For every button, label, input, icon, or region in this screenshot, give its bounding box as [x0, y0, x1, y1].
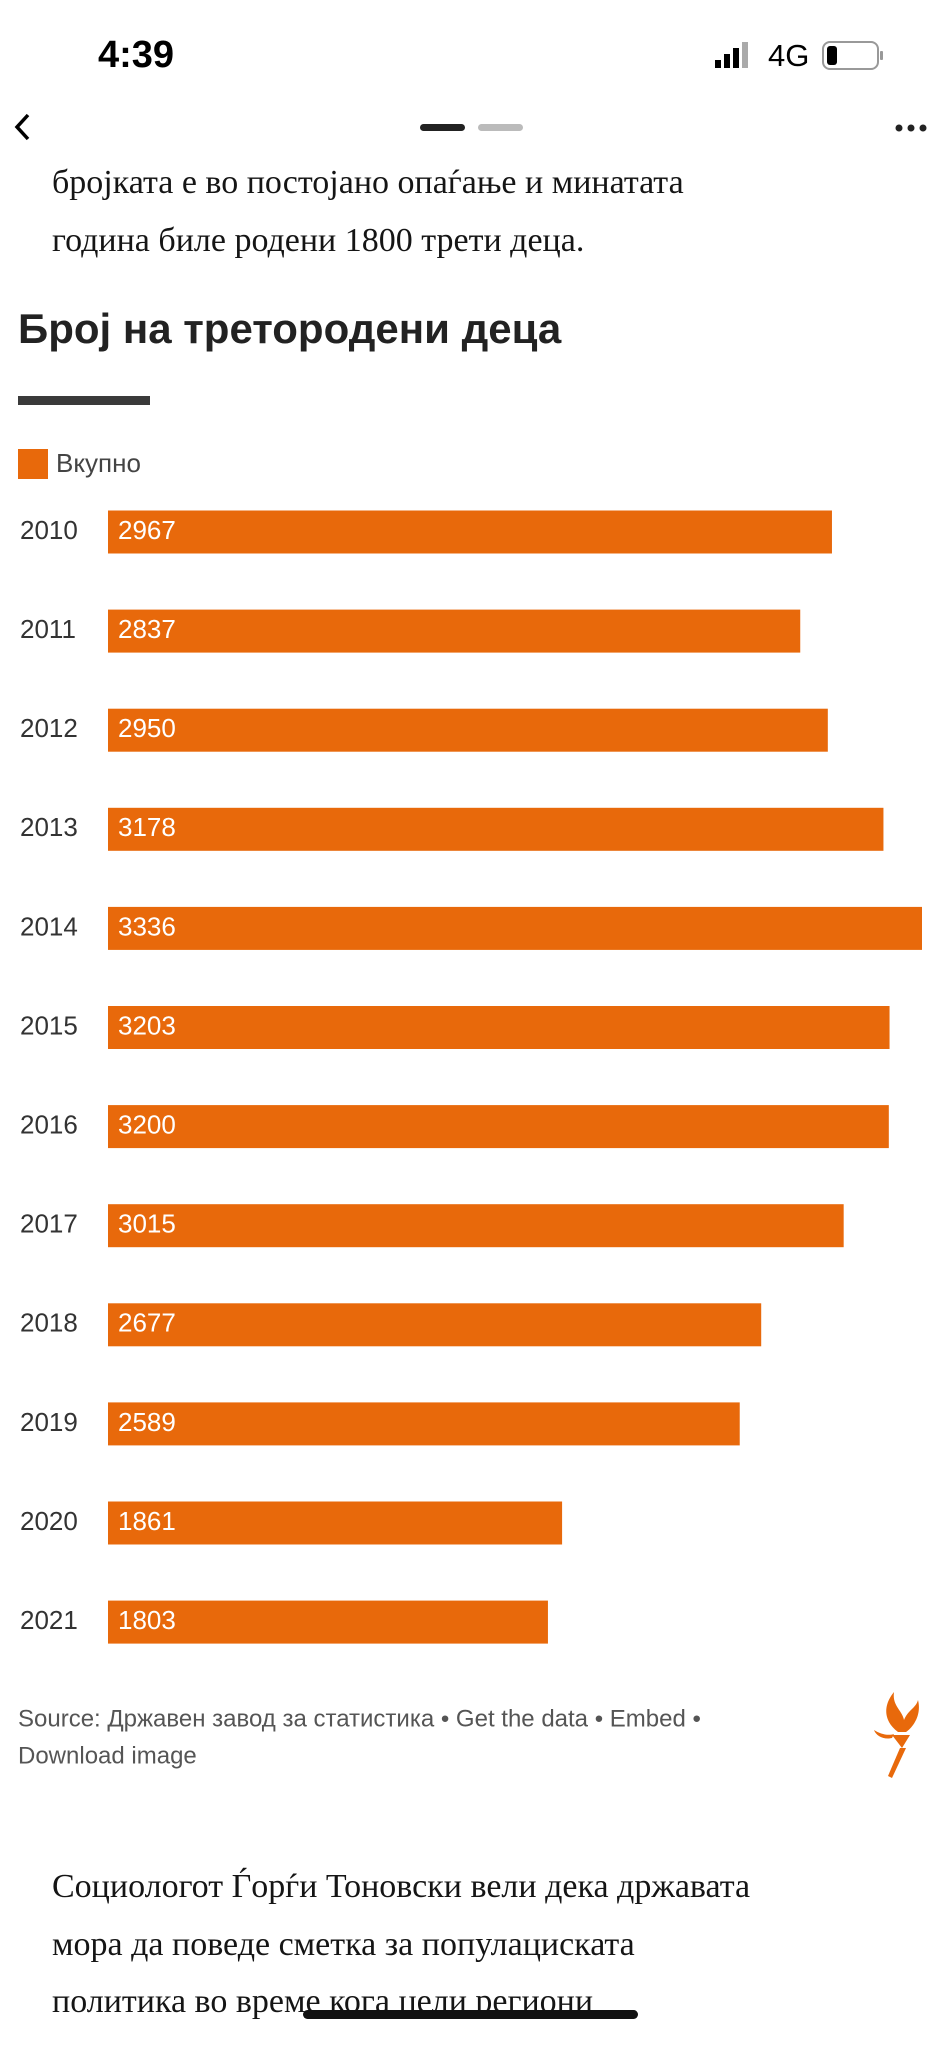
battery-cap	[880, 51, 883, 60]
bar	[108, 1105, 889, 1149]
signal-bar	[742, 42, 748, 68]
source-line: Download image	[18, 1742, 197, 1769]
legend-label: Вкупно	[56, 448, 141, 478]
bar	[108, 1006, 890, 1049]
home-indicator	[303, 2010, 638, 2019]
value-label: 3015	[118, 1209, 176, 1239]
y-tick-label: 2012	[20, 713, 78, 743]
value-label: 2967	[118, 515, 176, 545]
source-line: Source: Државен завод за статистика • Ge…	[18, 1705, 701, 1732]
paragraph-line: бројката е во постојано опаѓање и мината…	[52, 164, 684, 201]
paragraph-line: година биле родени 1800 трети деца.	[52, 222, 585, 259]
y-tick-label: 2020	[20, 1506, 78, 1536]
y-tick-label: 2017	[20, 1209, 78, 1239]
value-label: 1803	[118, 1605, 176, 1635]
value-label: 3200	[118, 1109, 176, 1139]
title-rule	[18, 396, 150, 405]
y-tick-label: 2018	[20, 1308, 78, 1338]
page-dot[interactable]	[478, 124, 523, 131]
bar	[108, 1402, 740, 1446]
bar	[108, 1303, 762, 1347]
signal-bar	[724, 54, 730, 68]
bar	[108, 1501, 563, 1545]
status-icons	[715, 41, 883, 70]
status-network: 4G	[768, 38, 810, 73]
value-label: 3336	[118, 911, 176, 941]
value-label: 3178	[118, 812, 176, 842]
y-tick-label: 2014	[20, 911, 78, 941]
paragraph-line: мора да поведе сметка за популациската	[52, 1926, 635, 1963]
value-label: 2589	[118, 1407, 176, 1437]
battery	[822, 41, 879, 70]
bar	[108, 807, 884, 851]
bar	[108, 906, 922, 950]
bar	[108, 1600, 548, 1644]
bar	[108, 510, 832, 554]
y-tick-label: 2021	[20, 1605, 78, 1635]
y-tick-label: 2016	[20, 1109, 78, 1139]
page-dot-active[interactable]	[420, 124, 465, 131]
chart: Број на третородени деца Вкупно 2010 2967 2…	[18, 305, 922, 1769]
bar	[108, 609, 801, 653]
value-label: 1861	[118, 1506, 176, 1536]
bar	[108, 1204, 844, 1248]
y-tick-label: 2011	[20, 614, 76, 644]
signal-bar	[715, 60, 721, 68]
back-button[interactable]	[14, 113, 30, 141]
legend-swatch	[18, 449, 48, 479]
value-label: 3203	[118, 1010, 176, 1040]
value-label: 2950	[118, 713, 176, 743]
y-tick-label: 2015	[20, 1010, 78, 1040]
battery-level	[827, 46, 837, 65]
y-tick-label: 2010	[20, 515, 78, 545]
more-button[interactable]	[895, 124, 927, 132]
bar	[108, 708, 828, 752]
status-time: 4:39	[98, 34, 175, 76]
value-label: 2837	[118, 614, 176, 644]
value-label: 2677	[118, 1308, 176, 1338]
y-tick-label: 2019	[20, 1407, 78, 1437]
paragraph-line: Социологот Ѓорѓи Тоновски вели дека држа…	[52, 1868, 751, 1905]
chart-title: Број на третородени деца	[18, 305, 562, 352]
logo	[874, 1692, 919, 1778]
nav-bar	[14, 113, 927, 141]
signal-bar	[733, 48, 739, 68]
y-tick-label: 2013	[20, 812, 78, 842]
